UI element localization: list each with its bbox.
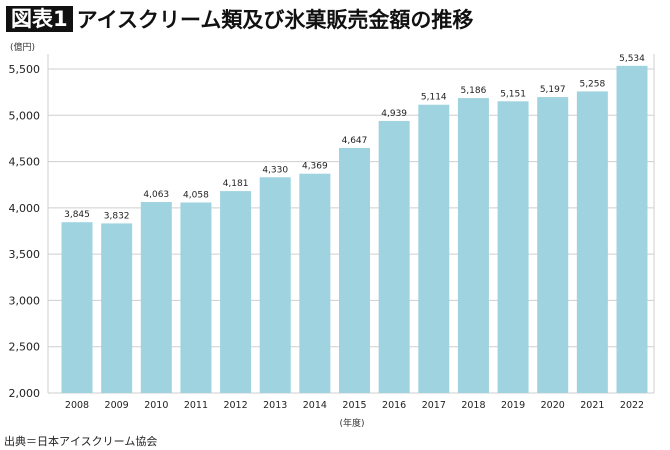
y-tick-label: 2,500 xyxy=(9,341,41,354)
data-label: 4,939 xyxy=(381,109,407,119)
bar-2022 xyxy=(616,65,648,393)
y-tick-label: 3,500 xyxy=(9,248,41,261)
x-tick-label: 2018 xyxy=(461,400,485,411)
y-axis-unit: (億円) xyxy=(10,41,35,53)
x-tick-label: 2017 xyxy=(422,400,446,411)
y-tick-label: 2,000 xyxy=(9,387,41,400)
data-label: 5,114 xyxy=(421,93,447,103)
y-tick-label: 4,500 xyxy=(9,156,41,169)
y-tick-label: 4,000 xyxy=(9,202,41,215)
x-tick-label: 2019 xyxy=(501,400,525,411)
bar-2017 xyxy=(418,104,450,393)
x-tick-label: 2020 xyxy=(541,400,565,411)
data-label: 4,647 xyxy=(342,136,368,146)
data-label: 3,832 xyxy=(104,211,130,221)
bar-2013 xyxy=(259,177,291,393)
y-tick-label: 5,000 xyxy=(9,109,41,122)
bar-2020 xyxy=(537,97,569,394)
bar-2012 xyxy=(220,191,252,393)
bar-2018 xyxy=(457,98,489,393)
data-label: 4,181 xyxy=(223,179,249,189)
bar-2015 xyxy=(339,147,370,393)
x-tick-label: 2010 xyxy=(144,400,168,411)
data-label: 5,151 xyxy=(500,89,526,99)
bar-2016 xyxy=(378,120,410,394)
x-tick-label: 2012 xyxy=(223,400,247,411)
x-tick-label: 2022 xyxy=(620,400,644,411)
x-tick-label: 2015 xyxy=(342,400,366,411)
x-tick-label: 2011 xyxy=(184,400,208,411)
bar-2011 xyxy=(180,202,212,393)
chart-title: 図表1 アイスクリーム類及び氷菓販売金額の推移 xyxy=(6,5,473,33)
data-label: 3,845 xyxy=(64,210,90,220)
x-tick-label: 2008 xyxy=(65,400,89,411)
x-tick-label: 2013 xyxy=(263,400,287,411)
title-text: アイスクリーム類及び氷菓販売金額の推移 xyxy=(76,8,474,32)
x-tick-label: 2016 xyxy=(382,400,406,411)
data-label: 4,063 xyxy=(143,190,169,200)
x-tick-label: 2009 xyxy=(105,400,129,411)
bar-2008 xyxy=(61,222,93,393)
data-label: 4,369 xyxy=(302,162,328,172)
x-tick-label: 2014 xyxy=(303,400,327,411)
bar-2010 xyxy=(140,202,172,393)
data-label: 5,258 xyxy=(579,79,605,89)
bar-2019 xyxy=(497,101,529,393)
bar-2009 xyxy=(101,223,133,393)
data-label: 5,534 xyxy=(619,54,645,64)
x-tick-label: 2021 xyxy=(580,400,604,411)
bar-2021 xyxy=(576,91,608,393)
x-axis-label: (年度) xyxy=(339,417,364,429)
figure-badge: 図表1 xyxy=(6,6,73,32)
bar-2014 xyxy=(299,173,331,393)
data-label: 5,197 xyxy=(540,85,566,95)
data-label: 4,330 xyxy=(262,165,288,175)
data-label: 5,186 xyxy=(461,86,487,96)
y-tick-label: 3,000 xyxy=(9,294,41,307)
y-tick-label: 5,500 xyxy=(9,63,41,76)
data-label: 4,058 xyxy=(183,190,209,200)
source-note: 出典＝日本アイスクリーム協会 xyxy=(4,435,158,448)
